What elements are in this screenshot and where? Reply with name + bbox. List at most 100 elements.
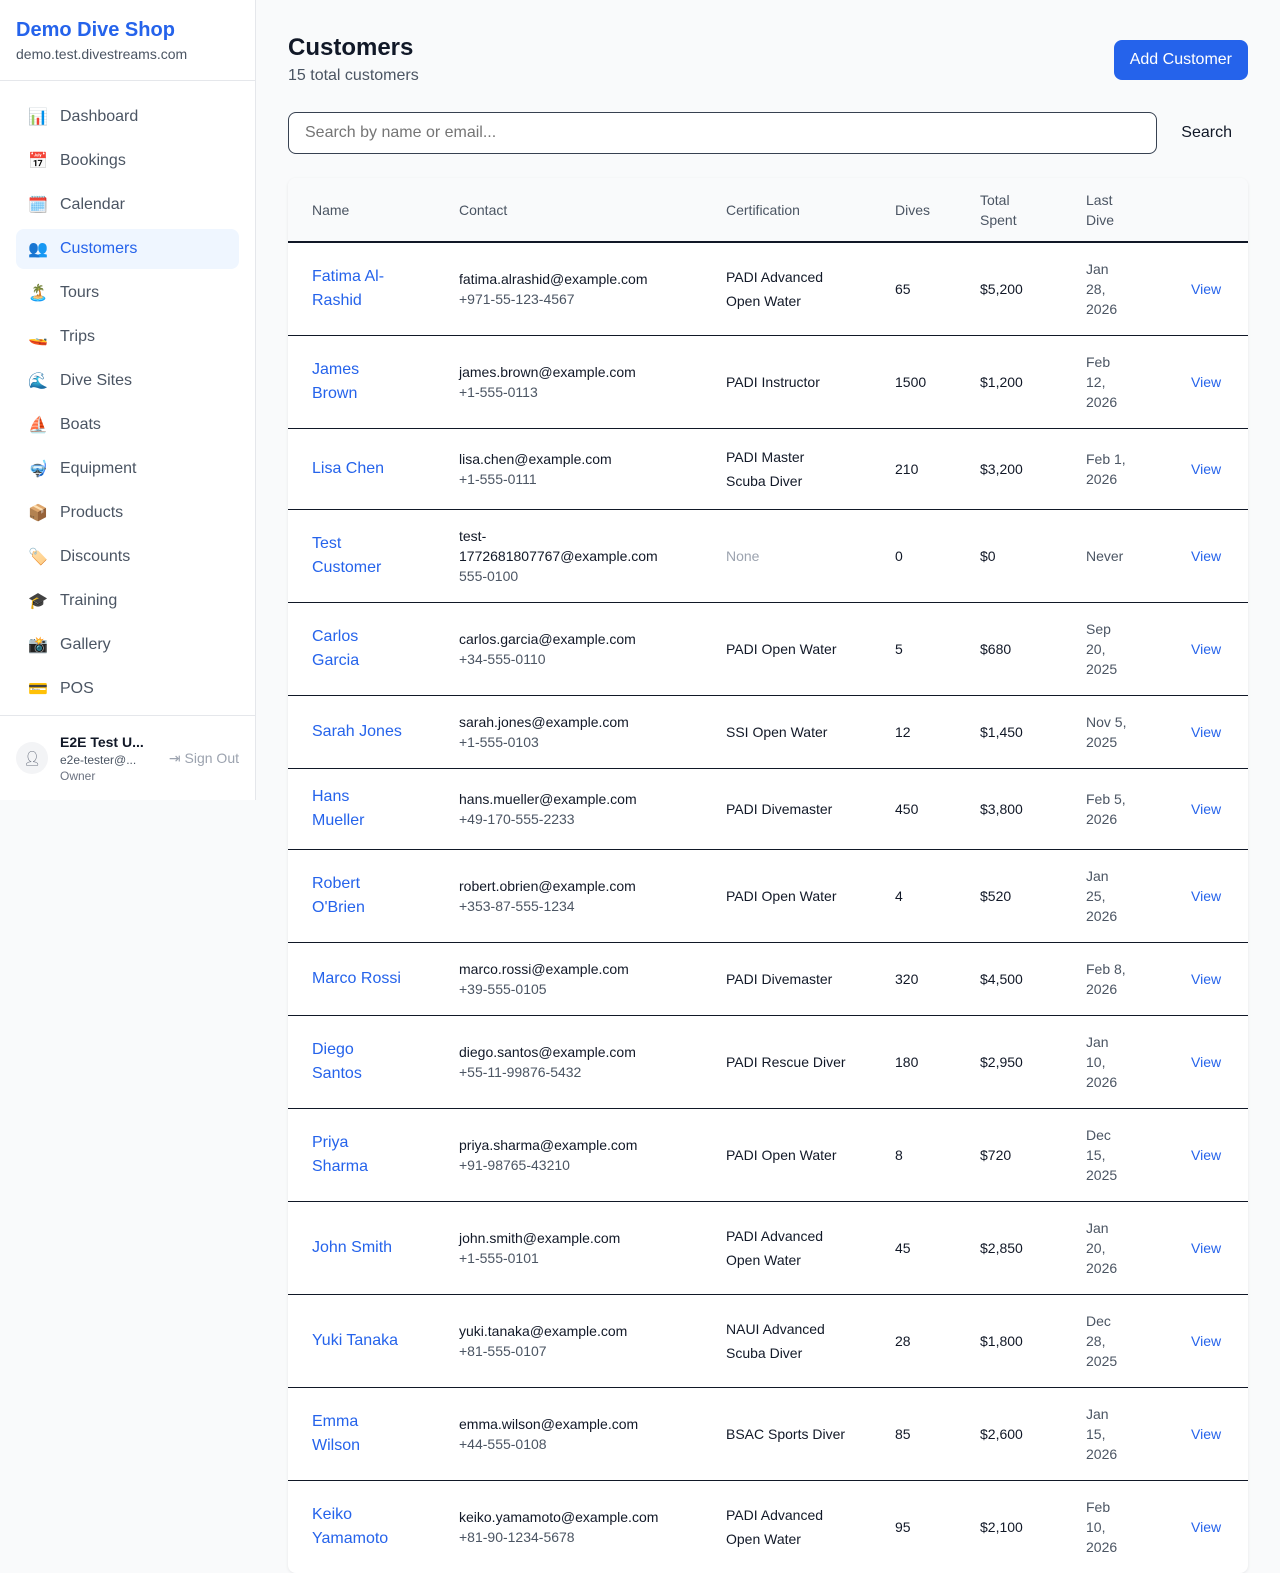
customer-name-link[interactable]: Keiko Yamamoto xyxy=(288,1481,435,1573)
sidebar-item-gallery[interactable]: 📸Gallery xyxy=(16,625,239,665)
dives: 180 xyxy=(871,1016,956,1109)
last-dive: Jan 25, 2026 xyxy=(1062,850,1167,943)
last-dive: Dec 28, 2025 xyxy=(1062,1295,1167,1388)
sidebar-item-label: POS xyxy=(60,680,94,698)
total-spent: $2,850 xyxy=(956,1202,1062,1295)
column-header: Last Dive xyxy=(1062,178,1167,242)
user-icon: 👤︎ xyxy=(16,742,48,774)
sign-out-label: Sign Out xyxy=(185,750,239,766)
customer-name-link[interactable]: Hans Mueller xyxy=(288,769,435,850)
table-row: Fatima Al-Rashid fatima.alrashid@example… xyxy=(288,242,1248,336)
customer-name-link[interactable]: Test Customer xyxy=(288,510,435,603)
add-customer-button[interactable]: Add Customer xyxy=(1114,40,1248,80)
search-button[interactable]: Search xyxy=(1157,124,1248,142)
view-link[interactable]: View xyxy=(1191,801,1221,817)
table-row: James Brown james.brown@example.com+1-55… xyxy=(288,336,1248,429)
view-link[interactable]: View xyxy=(1191,1426,1221,1442)
sidebar-item-calendar[interactable]: 🗓️Calendar xyxy=(16,185,239,225)
view-link[interactable]: View xyxy=(1191,281,1221,297)
sidebar-item-pos[interactable]: 💳 POS xyxy=(16,669,239,709)
certification: PADI Divemaster xyxy=(702,769,871,850)
customer-name-link[interactable]: Marco Rossi xyxy=(288,943,435,1016)
column-header: Certification xyxy=(702,178,871,242)
customer-name-link[interactable]: James Brown xyxy=(288,336,435,429)
sign-out-button[interactable]: ⇥ Sign Out xyxy=(169,750,239,767)
customer-phone: +1-555-0103 xyxy=(459,732,678,752)
total-spent: $720 xyxy=(956,1109,1062,1202)
customer-name-link[interactable]: Yuki Tanaka xyxy=(288,1295,435,1388)
customer-email: james.brown@example.com xyxy=(459,362,678,382)
view-link[interactable]: View xyxy=(1191,1147,1221,1163)
sidebar-item-customers[interactable]: 👥Customers xyxy=(16,229,239,269)
table-row: Lisa Chen lisa.chen@example.com+1-555-01… xyxy=(288,429,1248,510)
dives: 85 xyxy=(871,1388,956,1481)
customer-name-link[interactable]: Emma Wilson xyxy=(288,1388,435,1481)
view-link[interactable]: View xyxy=(1191,888,1221,904)
customer-phone: +971-55-123-4567 xyxy=(459,289,678,309)
customer-phone: +91-98765-43210 xyxy=(459,1155,678,1175)
sidebar: Demo Dive Shop demo.test.divestreams.com… xyxy=(0,0,256,800)
tours-icon: 🏝️ xyxy=(28,283,48,303)
sidebar-item-dashboard[interactable]: 📊 Dashboard xyxy=(16,97,239,137)
sidebar-item-equipment[interactable]: 🤿Equipment xyxy=(16,449,239,489)
sidebar-item-boats[interactable]: ⛵Boats xyxy=(16,405,239,445)
sidebar-item-label: Trips xyxy=(60,328,95,346)
sidebar-item-label: Dive Sites xyxy=(60,372,132,390)
customer-name-link[interactable]: John Smith xyxy=(288,1202,435,1295)
main-content: Customers 15 total customers Add Custome… xyxy=(288,32,1248,1573)
customer-email: robert.obrien@example.com xyxy=(459,876,678,896)
table-row: Emma Wilson emma.wilson@example.com+44-5… xyxy=(288,1388,1248,1481)
view-link[interactable]: View xyxy=(1191,461,1221,477)
sidebar-item-training[interactable]: 🎓Training xyxy=(16,581,239,621)
dashboard-icon: 📊 xyxy=(28,107,48,127)
view-link[interactable]: View xyxy=(1191,374,1221,390)
sidebar-item-label: Boats xyxy=(60,416,101,434)
sidebar-item-label: Dashboard xyxy=(60,108,138,126)
customer-name-link[interactable]: Sarah Jones xyxy=(288,696,435,769)
view-link[interactable]: View xyxy=(1191,1333,1221,1349)
column-header: Total Spent xyxy=(956,178,1062,242)
customer-name-link[interactable]: Priya Sharma xyxy=(288,1109,435,1202)
last-dive: Feb 1, 2026 xyxy=(1062,429,1167,510)
search-input[interactable] xyxy=(288,112,1157,154)
customer-phone: +49-170-555-2233 xyxy=(459,809,678,829)
last-dive: Jan 10, 2026 xyxy=(1062,1016,1167,1109)
sidebar-item-dive-sites[interactable]: 🌊Dive Sites xyxy=(16,361,239,401)
customer-name-link[interactable]: Robert O'Brien xyxy=(288,850,435,943)
total-spent: $3,200 xyxy=(956,429,1062,510)
customer-name-link[interactable]: Carlos Garcia xyxy=(288,603,435,696)
discounts-icon: 🏷️ xyxy=(28,547,48,567)
customer-name-link[interactable]: Fatima Al-Rashid xyxy=(288,242,435,336)
sidebar-item-discounts[interactable]: 🏷️Discounts xyxy=(16,537,239,577)
last-dive: Feb 12, 2026 xyxy=(1062,336,1167,429)
dives: 1500 xyxy=(871,336,956,429)
certification: SSI Open Water xyxy=(702,696,871,769)
view-link[interactable]: View xyxy=(1191,971,1221,987)
view-link[interactable]: View xyxy=(1191,548,1221,564)
sidebar-item-trips[interactable]: 🚤Trips xyxy=(16,317,239,357)
sidebar-item-label: Bookings xyxy=(60,152,126,170)
column-header: Name xyxy=(288,178,435,242)
pos-icon: 💳 xyxy=(28,679,48,699)
certification: PADI Open Water xyxy=(702,850,871,943)
view-link[interactable]: View xyxy=(1191,1240,1221,1256)
view-link[interactable]: View xyxy=(1191,724,1221,740)
customer-name-link[interactable]: Lisa Chen xyxy=(288,429,435,510)
dives: 45 xyxy=(871,1202,956,1295)
shop-domain: demo.test.divestreams.com xyxy=(16,44,239,64)
customer-email: test-1772681807767@example.com xyxy=(459,526,678,566)
sidebar-item-bookings[interactable]: 📅 Bookings xyxy=(16,141,239,181)
customer-count: 15 total customers xyxy=(288,64,419,88)
last-dive: Jan 20, 2026 xyxy=(1062,1202,1167,1295)
view-link[interactable]: View xyxy=(1191,1519,1221,1535)
sidebar-item-products[interactable]: 📦Products xyxy=(16,493,239,533)
bookings-icon: 📅 xyxy=(28,151,48,171)
view-link[interactable]: View xyxy=(1191,1054,1221,1070)
shop-name[interactable]: Demo Dive Shop xyxy=(16,16,239,44)
customer-name-link[interactable]: Diego Santos xyxy=(288,1016,435,1109)
view-link[interactable]: View xyxy=(1191,641,1221,657)
dives: 210 xyxy=(871,429,956,510)
last-dive: Dec 15, 2025 xyxy=(1062,1109,1167,1202)
sidebar-item-tours[interactable]: 🏝️Tours xyxy=(16,273,239,313)
